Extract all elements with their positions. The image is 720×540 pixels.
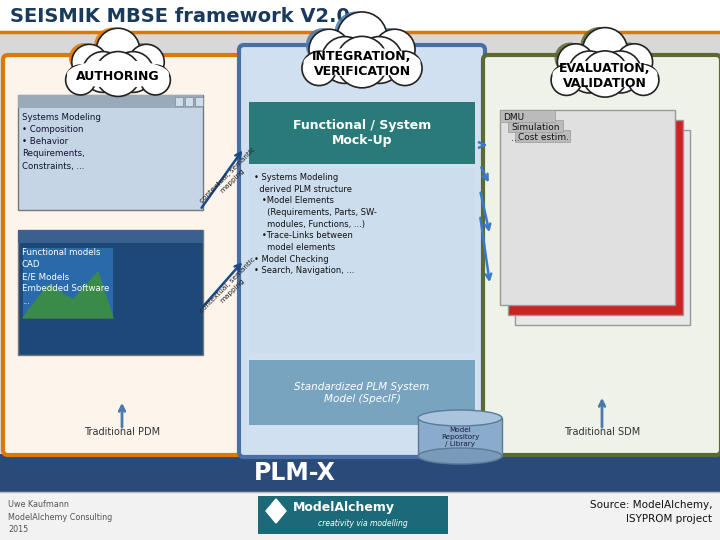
Text: Standardized PLM System
Model (SpecIF): Standardized PLM System Model (SpecIF) [294, 382, 430, 404]
Circle shape [372, 28, 406, 63]
Ellipse shape [304, 48, 420, 77]
FancyBboxPatch shape [3, 55, 241, 455]
FancyBboxPatch shape [175, 97, 183, 106]
FancyBboxPatch shape [500, 110, 555, 122]
FancyBboxPatch shape [185, 97, 193, 106]
FancyBboxPatch shape [515, 130, 690, 325]
Circle shape [306, 28, 341, 63]
FancyBboxPatch shape [18, 95, 203, 108]
Text: Model
Repository
/ Library: Model Repository / Library [441, 427, 480, 447]
Text: INTEGRATION,
VERIFICATION: INTEGRATION, VERIFICATION [312, 50, 412, 78]
Circle shape [551, 65, 582, 96]
Text: AUTHORING: AUTHORING [76, 70, 160, 83]
Text: Simulation
...: Simulation ... [511, 123, 559, 143]
Circle shape [580, 27, 618, 65]
Text: creativity via modelling: creativity via modelling [318, 519, 408, 529]
Ellipse shape [418, 448, 502, 464]
Circle shape [94, 28, 131, 64]
FancyBboxPatch shape [508, 120, 683, 315]
Text: ModelAlchemy: ModelAlchemy [293, 502, 395, 515]
FancyBboxPatch shape [249, 102, 475, 164]
Circle shape [554, 43, 585, 73]
Circle shape [613, 43, 644, 73]
Polygon shape [266, 499, 286, 523]
FancyBboxPatch shape [508, 120, 563, 132]
Text: contextual, semantic
mapping: contextual, semantic mapping [199, 147, 261, 210]
FancyBboxPatch shape [18, 230, 203, 355]
Circle shape [336, 36, 388, 88]
FancyBboxPatch shape [515, 130, 570, 142]
FancyBboxPatch shape [0, 32, 720, 492]
Ellipse shape [552, 60, 657, 88]
Circle shape [66, 65, 96, 95]
Circle shape [140, 65, 171, 95]
Text: EVALUATION,
VALIDATION: EVALUATION, VALIDATION [559, 62, 651, 90]
Circle shape [96, 28, 140, 72]
FancyBboxPatch shape [23, 248, 113, 318]
Text: Source: ModelAlchemy,
ISYPROM project: Source: ModelAlchemy, ISYPROM project [590, 500, 712, 524]
Circle shape [302, 51, 336, 85]
FancyBboxPatch shape [418, 418, 502, 456]
FancyBboxPatch shape [258, 496, 448, 534]
Circle shape [566, 50, 602, 86]
Circle shape [569, 51, 611, 93]
FancyBboxPatch shape [500, 110, 675, 305]
Polygon shape [23, 272, 113, 318]
FancyBboxPatch shape [0, 492, 720, 540]
Text: Cost estim.: Cost estim. [518, 133, 569, 142]
Circle shape [112, 52, 153, 92]
Ellipse shape [67, 60, 169, 88]
Circle shape [126, 43, 156, 73]
Circle shape [582, 28, 627, 72]
Circle shape [374, 29, 415, 70]
FancyBboxPatch shape [483, 55, 720, 455]
Circle shape [69, 43, 99, 73]
FancyBboxPatch shape [249, 168, 475, 353]
Circle shape [80, 51, 115, 85]
FancyBboxPatch shape [195, 97, 203, 106]
Circle shape [337, 12, 387, 62]
Ellipse shape [418, 410, 502, 426]
FancyBboxPatch shape [18, 95, 203, 210]
Text: Traditional PDM: Traditional PDM [84, 427, 160, 437]
Circle shape [582, 51, 628, 97]
Circle shape [599, 51, 642, 93]
Text: Traditional SDM: Traditional SDM [564, 427, 640, 437]
FancyBboxPatch shape [0, 0, 720, 32]
Circle shape [628, 65, 659, 96]
Text: Functional / System
Mock-Up: Functional / System Mock-Up [293, 119, 431, 147]
Circle shape [388, 51, 422, 85]
FancyBboxPatch shape [18, 230, 203, 243]
Circle shape [616, 44, 652, 80]
Circle shape [557, 44, 594, 80]
Text: Functional models
CAD
E/E Models
Embedded Software
...: Functional models CAD E/E Models Embedde… [22, 248, 109, 306]
Circle shape [83, 52, 123, 92]
Circle shape [356, 37, 402, 83]
Text: DMU: DMU [503, 113, 524, 122]
Text: Uwe Kaufmann
ModelAlchemy Consulting
2015: Uwe Kaufmann ModelAlchemy Consulting 201… [8, 500, 112, 534]
Circle shape [72, 44, 107, 80]
Circle shape [335, 11, 377, 54]
FancyBboxPatch shape [0, 454, 720, 492]
Text: PLM-X: PLM-X [254, 461, 336, 485]
Circle shape [129, 44, 164, 80]
Circle shape [309, 29, 349, 70]
Text: • Systems Modeling
  derived PLM structure
   •Model Elements
     (Requirements: • Systems Modeling derived PLM structure… [254, 173, 377, 275]
Circle shape [319, 36, 359, 76]
Text: contextual, semantic
mapping: contextual, semantic mapping [199, 256, 261, 319]
FancyBboxPatch shape [249, 360, 475, 425]
Circle shape [96, 51, 140, 97]
Text: Systems Modeling
• Composition
• Behavior
Requirements,
Constraints, ...: Systems Modeling • Composition • Behavio… [22, 113, 101, 171]
Text: SEISMIK MBSE framework V2.0: SEISMIK MBSE framework V2.0 [10, 6, 350, 25]
FancyBboxPatch shape [239, 45, 485, 457]
Circle shape [321, 37, 368, 83]
